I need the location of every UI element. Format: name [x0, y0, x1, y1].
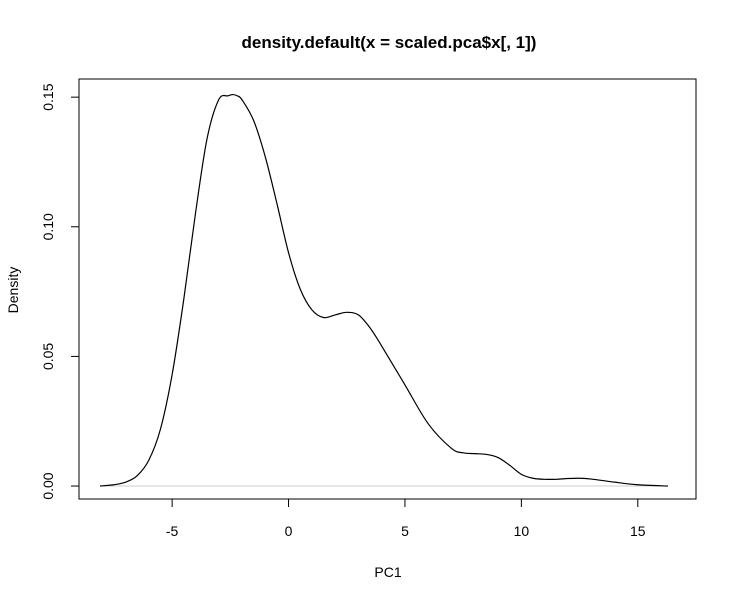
y-axis: 0.00 0.05 0.10 0.15	[40, 83, 80, 500]
chart-title: density.default(x = scaled.pca$x[, 1])	[242, 33, 537, 52]
y-axis-title: Density	[5, 267, 21, 314]
x-tick-label: 15	[630, 523, 646, 539]
x-axis: -5 0 5 10 15	[166, 498, 646, 539]
x-axis-title: PC1	[374, 564, 401, 580]
density-curve	[99, 93, 669, 487]
x-tick-label: 0	[285, 523, 293, 539]
x-tick-label: 10	[514, 523, 530, 539]
y-tick-label: 0.15	[40, 83, 56, 110]
y-tick-label: 0.00	[40, 472, 56, 499]
plot-frame	[78, 78, 697, 500]
x-tick-label: 5	[401, 523, 409, 539]
x-tick-label: -5	[166, 523, 179, 539]
y-tick-label: 0.10	[40, 213, 56, 240]
y-tick-label: 0.05	[40, 343, 56, 370]
